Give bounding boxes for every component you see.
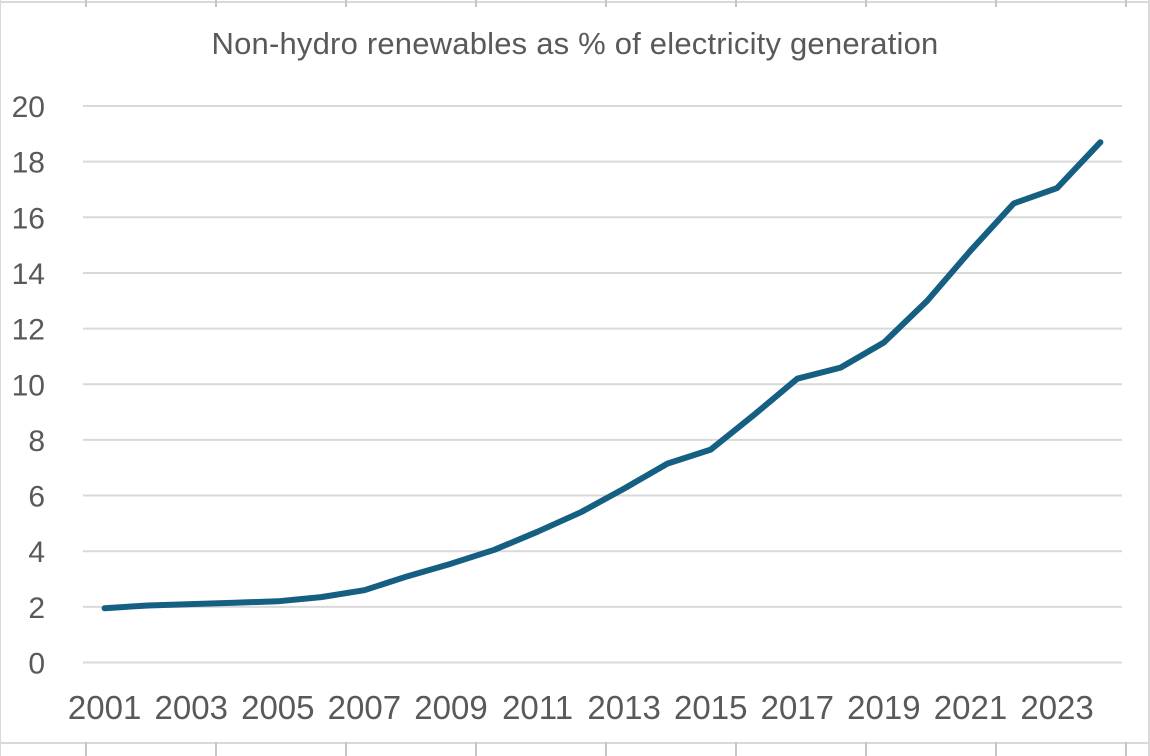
screenshot-border-right bbox=[1148, 0, 1150, 756]
x-axis-tick-labels: 2001 2003 2005 2007 2009 2011 2013 2015 2017 2019… bbox=[68, 689, 1094, 726]
worksheet-column-edge-tick bbox=[1125, 0, 1127, 7]
y-tick-label: 0 bbox=[28, 648, 45, 681]
x-tick-label: 2021 bbox=[934, 689, 1007, 726]
y-tick-label: 4 bbox=[28, 536, 45, 569]
worksheet-column-edge-tick bbox=[85, 0, 87, 7]
screenshot-border-left bbox=[0, 0, 1, 756]
y-axis-tick-labels: 0 2 4 6 8 10 12 14 16 18 20 bbox=[12, 91, 45, 681]
x-tick-label: 2013 bbox=[587, 689, 660, 726]
x-tick-label: 2011 bbox=[502, 689, 573, 726]
y-tick-label: 6 bbox=[28, 481, 45, 514]
worksheet-column-edge-tick bbox=[605, 742, 607, 756]
worksheet-column-edge-tick bbox=[1125, 742, 1127, 756]
x-tick-label: 2015 bbox=[674, 689, 747, 726]
x-tick-label: 2017 bbox=[761, 689, 834, 726]
worksheet-column-edge-tick bbox=[345, 742, 347, 756]
x-tick-label: 2001 bbox=[68, 689, 141, 726]
worksheet-column-edge-tick bbox=[735, 742, 737, 756]
x-tick-label: 2009 bbox=[414, 689, 487, 726]
worksheet-column-edge-tick bbox=[215, 0, 217, 7]
x-tick-label: 2007 bbox=[328, 689, 401, 726]
worksheet-row-edge-bottom bbox=[0, 742, 1150, 744]
data-series-line bbox=[101, 139, 1104, 612]
x-tick-label: 2005 bbox=[241, 689, 314, 726]
worksheet-column-edge-tick bbox=[475, 742, 477, 756]
worksheet-column-edge-tick bbox=[995, 742, 997, 756]
worksheet-column-edge-tick bbox=[85, 742, 87, 756]
x-tick-label: 2003 bbox=[155, 689, 228, 726]
y-tick-label: 20 bbox=[12, 91, 45, 124]
y-tick-label: 2 bbox=[28, 592, 45, 625]
x-tick-label: 2019 bbox=[847, 689, 920, 726]
y-tick-label: 18 bbox=[12, 147, 45, 180]
y-gridlines bbox=[83, 105, 1122, 664]
x-tick-label: 2023 bbox=[1020, 689, 1093, 726]
worksheet-column-edge-tick bbox=[735, 0, 737, 7]
worksheet-column-edge-tick bbox=[865, 742, 867, 756]
y-tick-label: 10 bbox=[12, 369, 45, 402]
worksheet-column-edge-tick bbox=[605, 0, 607, 7]
y-tick-label: 16 bbox=[12, 202, 45, 235]
y-tick-label: 12 bbox=[12, 314, 45, 347]
worksheet-column-edge-tick bbox=[995, 0, 997, 7]
y-tick-label: 14 bbox=[12, 258, 45, 291]
y-tick-label: 8 bbox=[28, 425, 45, 458]
worksheet-row-edge-top bbox=[0, 1, 1150, 3]
worksheet-column-edge-tick bbox=[865, 0, 867, 7]
chart-title: Non-hydro renewables as % of electricity… bbox=[211, 26, 939, 61]
worksheet-column-edge-tick bbox=[215, 742, 217, 756]
worksheet-column-edge-tick bbox=[345, 0, 347, 7]
worksheet-column-edge-tick bbox=[475, 0, 477, 7]
